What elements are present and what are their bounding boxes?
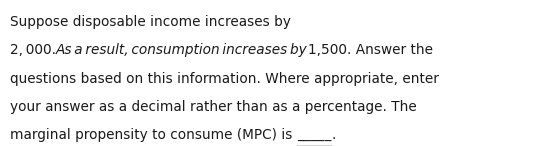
Text: .: . [331,128,335,142]
Text: Suppose disposable income increases by: Suppose disposable income increases by [10,15,291,29]
Text: _____: _____ [297,128,331,142]
Text: questions based on this information. Where appropriate, enter: questions based on this information. Whe… [10,72,439,86]
Text: As a result, consumption increases by: As a result, consumption increases by [56,43,308,57]
Text: your answer as a decimal rather than as a percentage. The: your answer as a decimal rather than as … [10,100,417,114]
Text: 1,500. Answer the: 1,500. Answer the [308,43,433,57]
Text: 2, 000.: 2, 000. [10,43,56,57]
Text: marginal propensity to consume (MPC) is: marginal propensity to consume (MPC) is [10,128,297,142]
